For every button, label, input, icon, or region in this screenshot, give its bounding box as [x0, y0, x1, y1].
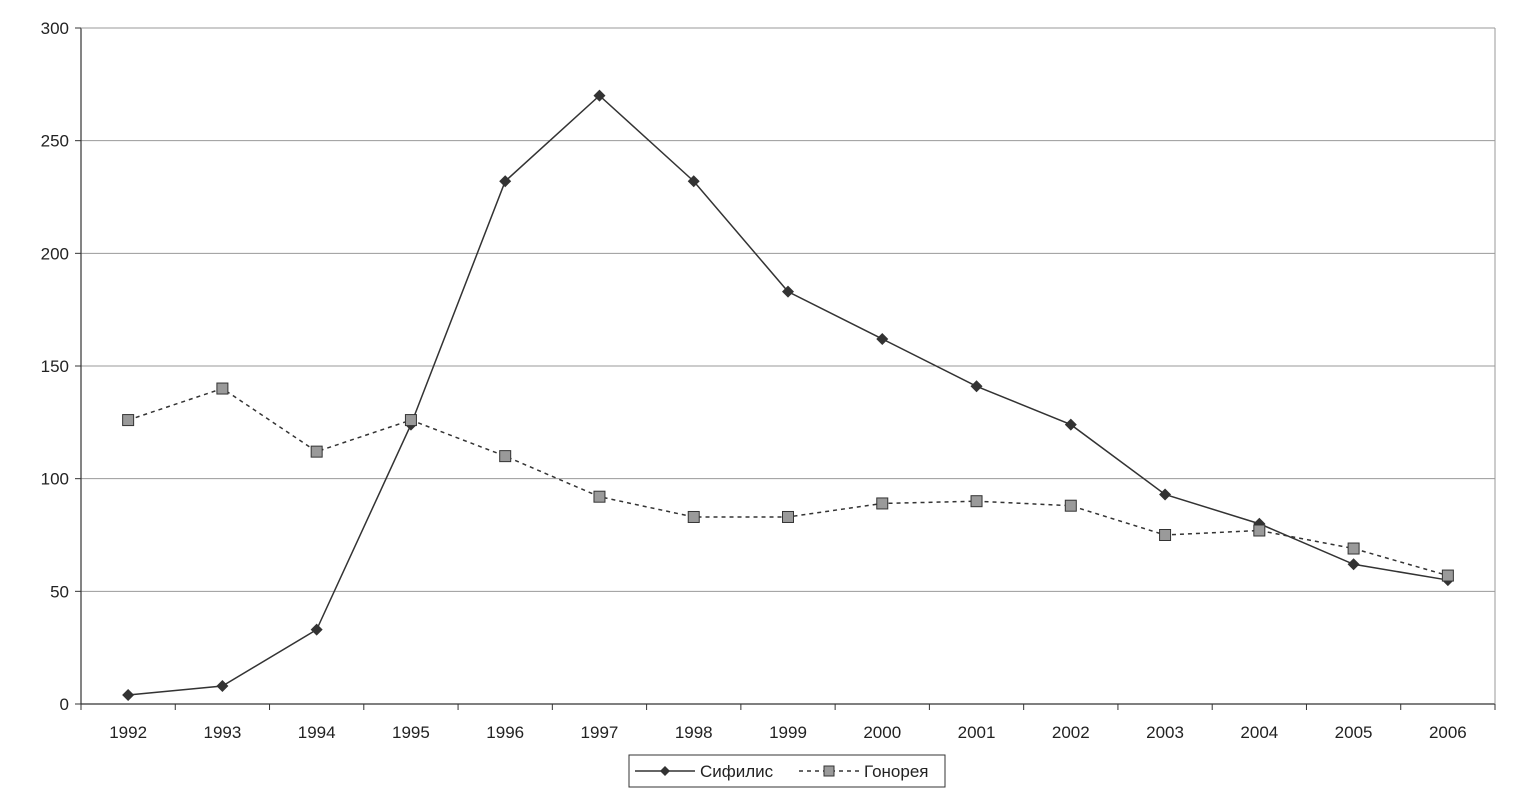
- data-point-diamond: [122, 688, 135, 701]
- y-tick-label: 100: [41, 470, 69, 489]
- data-point-diamond: [687, 175, 700, 188]
- x-tick-label: 1999: [769, 723, 807, 742]
- series: [122, 89, 1454, 701]
- y-tick-label: 250: [41, 132, 69, 151]
- data-point-square: [1441, 569, 1454, 582]
- x-tick-label: 1996: [486, 723, 524, 742]
- data-point-diamond: [970, 380, 983, 393]
- x-tick-label: 2003: [1146, 723, 1184, 742]
- data-point-square: [970, 495, 983, 508]
- legend-item-syphilis: Сифилис: [635, 762, 774, 781]
- x-axis-ticks: 1992 1993 1994 1995 1996 1997 1998 1999 2000 2001…: [80, 704, 1496, 742]
- legend-label-gonorrhea: Гонорея: [864, 762, 928, 781]
- x-tick-label: 2000: [863, 723, 901, 742]
- x-tick-label: 1995: [392, 723, 430, 742]
- x-tick-label: 2001: [958, 723, 996, 742]
- x-tick-label: 2004: [1240, 723, 1278, 742]
- x-tick-label: 1993: [203, 723, 241, 742]
- series-syphilis: [122, 89, 1454, 701]
- x-tick-label: 2006: [1429, 723, 1467, 742]
- data-point-square: [876, 497, 889, 510]
- x-tick-label: 1998: [675, 723, 713, 742]
- x-tick-label: 1994: [298, 723, 336, 742]
- data-point-square: [1064, 499, 1077, 512]
- legend: Сифилис Гонорея: [628, 754, 946, 788]
- data-point-diamond: [499, 175, 512, 188]
- y-tick-label: 300: [41, 19, 69, 38]
- data-point-diamond: [593, 89, 606, 102]
- x-tick-label: 2002: [1052, 723, 1090, 742]
- data-point-square: [216, 382, 229, 395]
- data-point-square: [404, 414, 417, 427]
- data-point-square: [310, 445, 323, 458]
- x-tick-label: 2005: [1335, 723, 1373, 742]
- y-tick-label: 0: [60, 695, 69, 714]
- data-point-square: [1159, 529, 1172, 541]
- data-point-square: [1253, 524, 1266, 537]
- legend-item-gonorrhea: Гонорея: [799, 762, 928, 781]
- data-point-square: [593, 490, 606, 503]
- x-tick-label: 1997: [581, 723, 619, 742]
- data-point-diamond: [782, 285, 794, 298]
- data-point-diamond: [216, 679, 229, 692]
- x-tick-label: 1992: [109, 723, 147, 742]
- data-point-diamond: [1064, 418, 1077, 431]
- legend-marker-syphilis: [660, 766, 670, 776]
- legend-marker-gonorrhea: [823, 765, 835, 777]
- data-point-diamond: [1347, 558, 1360, 571]
- series-gonorrhea: [122, 382, 1454, 582]
- y-tick-label: 50: [50, 582, 69, 601]
- series-line: [128, 94, 1448, 696]
- data-point-square: [499, 450, 512, 463]
- y-axis-ticks: 0 50 100 150 200 250 300: [41, 19, 81, 714]
- y-tick-label: 200: [41, 244, 69, 263]
- data-point-square: [1347, 542, 1360, 555]
- grid-lines: [81, 27, 1495, 592]
- data-point-diamond: [1159, 488, 1172, 501]
- data-point-square: [782, 510, 794, 523]
- data-point-square: [122, 414, 135, 427]
- data-point-square: [687, 510, 700, 523]
- y-tick-label: 150: [41, 357, 69, 376]
- series-line: [127, 387, 1449, 577]
- data-point-diamond: [876, 332, 889, 345]
- legend-label-syphilis: Сифилис: [700, 762, 774, 781]
- data-point-diamond: [310, 623, 323, 636]
